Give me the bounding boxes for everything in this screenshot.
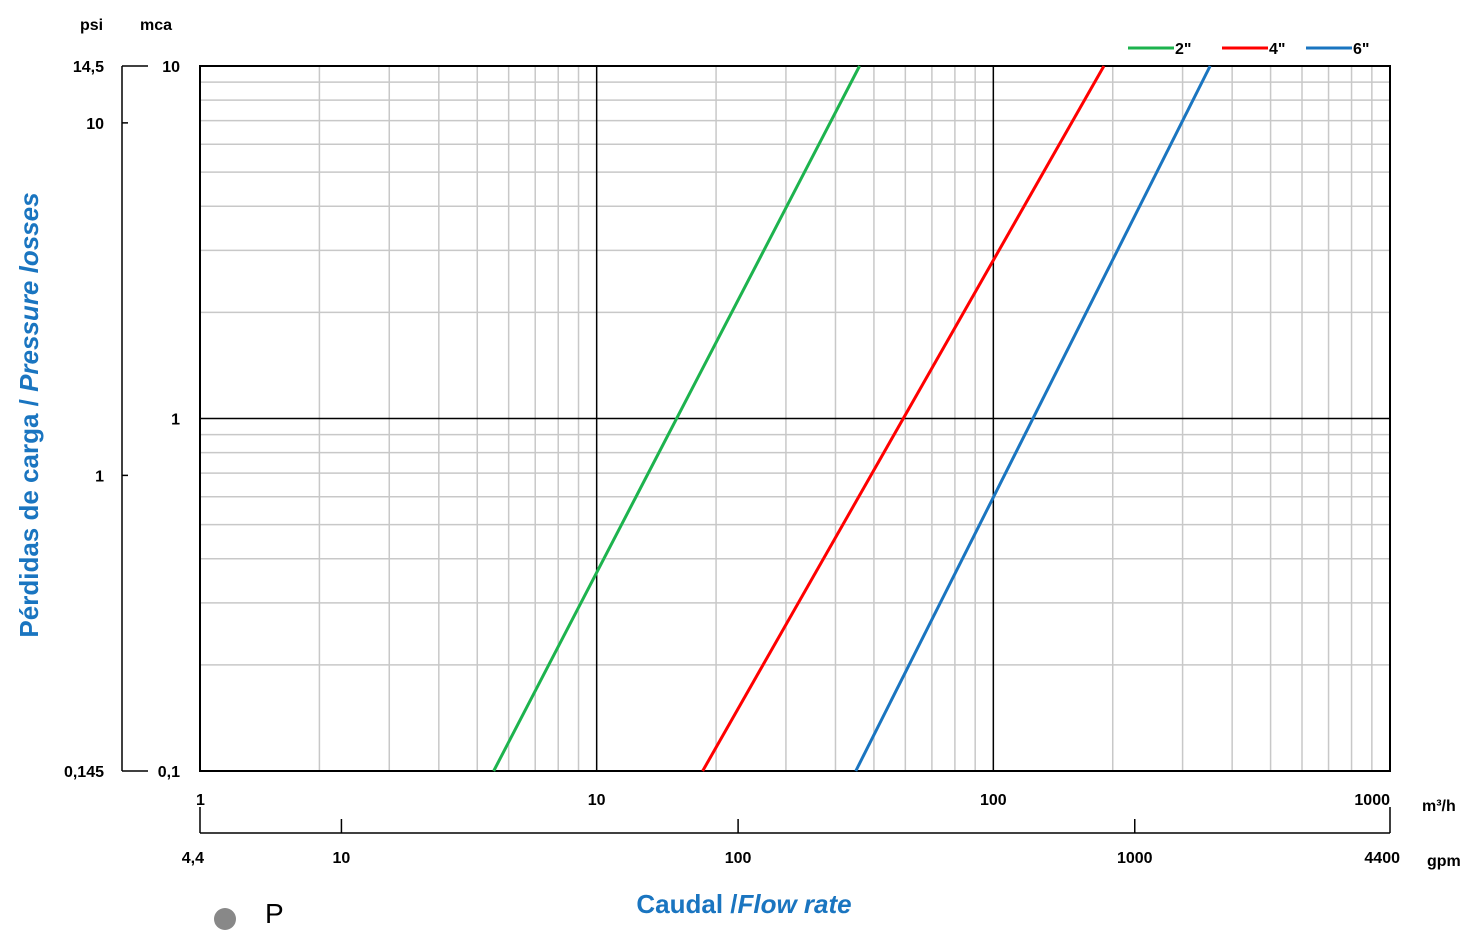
y-unit-label: mca xyxy=(140,17,172,34)
series-line-1 xyxy=(492,65,861,772)
x-axis-title-main: Caudal / xyxy=(636,889,737,919)
psi-tick-label: 14,5 xyxy=(73,59,104,76)
gpm-tick-label: 4,4 xyxy=(182,850,204,867)
y-axis-title-main: Pérdidas de carga / xyxy=(14,392,44,638)
x-tick-label: 100 xyxy=(980,792,1007,809)
gpm-tick-label: 10 xyxy=(333,850,351,867)
x-unit-label: m³/h xyxy=(1422,798,1456,815)
y-tick-label: 0,1 xyxy=(158,764,180,781)
series-line-2 xyxy=(701,65,1106,772)
psi-unit-label: psi xyxy=(80,17,103,34)
cursor-icon xyxy=(214,908,236,930)
x-axis-title-italic: Flow rate xyxy=(738,889,852,919)
gpm-tick-label: 1000 xyxy=(1117,850,1153,867)
gpm-tick-label: 4400 xyxy=(1364,850,1400,867)
y-tick-label: 1 xyxy=(171,412,180,429)
x-tick-label: 1 xyxy=(196,792,205,809)
cursor-text: P xyxy=(265,898,284,929)
plot-frame xyxy=(199,65,1391,772)
psi-tick-label: 1 xyxy=(95,468,104,485)
x-tick-label: 10 xyxy=(588,792,606,809)
y-axis-title: Pérdidas de carga / Pressure losses xyxy=(14,192,44,637)
legend-label-3: 6" xyxy=(1353,41,1369,58)
legend-label-1: 2" xyxy=(1175,41,1191,58)
series-line-3 xyxy=(854,65,1212,772)
y-tick-label: 10 xyxy=(162,59,180,76)
legend-label-2: 4" xyxy=(1269,41,1285,58)
gpm-tick-label: 100 xyxy=(725,850,752,867)
x-tick-label: 1000 xyxy=(1354,792,1390,809)
psi-tick-label: 10 xyxy=(86,116,104,133)
y-axis-title-italic: Pressure losses xyxy=(14,192,44,391)
x-axis-title: Caudal /Flow rate xyxy=(636,889,851,919)
psi-tick-label: 0,145 xyxy=(64,764,104,781)
gpm-unit-label: gpm xyxy=(1427,853,1461,870)
